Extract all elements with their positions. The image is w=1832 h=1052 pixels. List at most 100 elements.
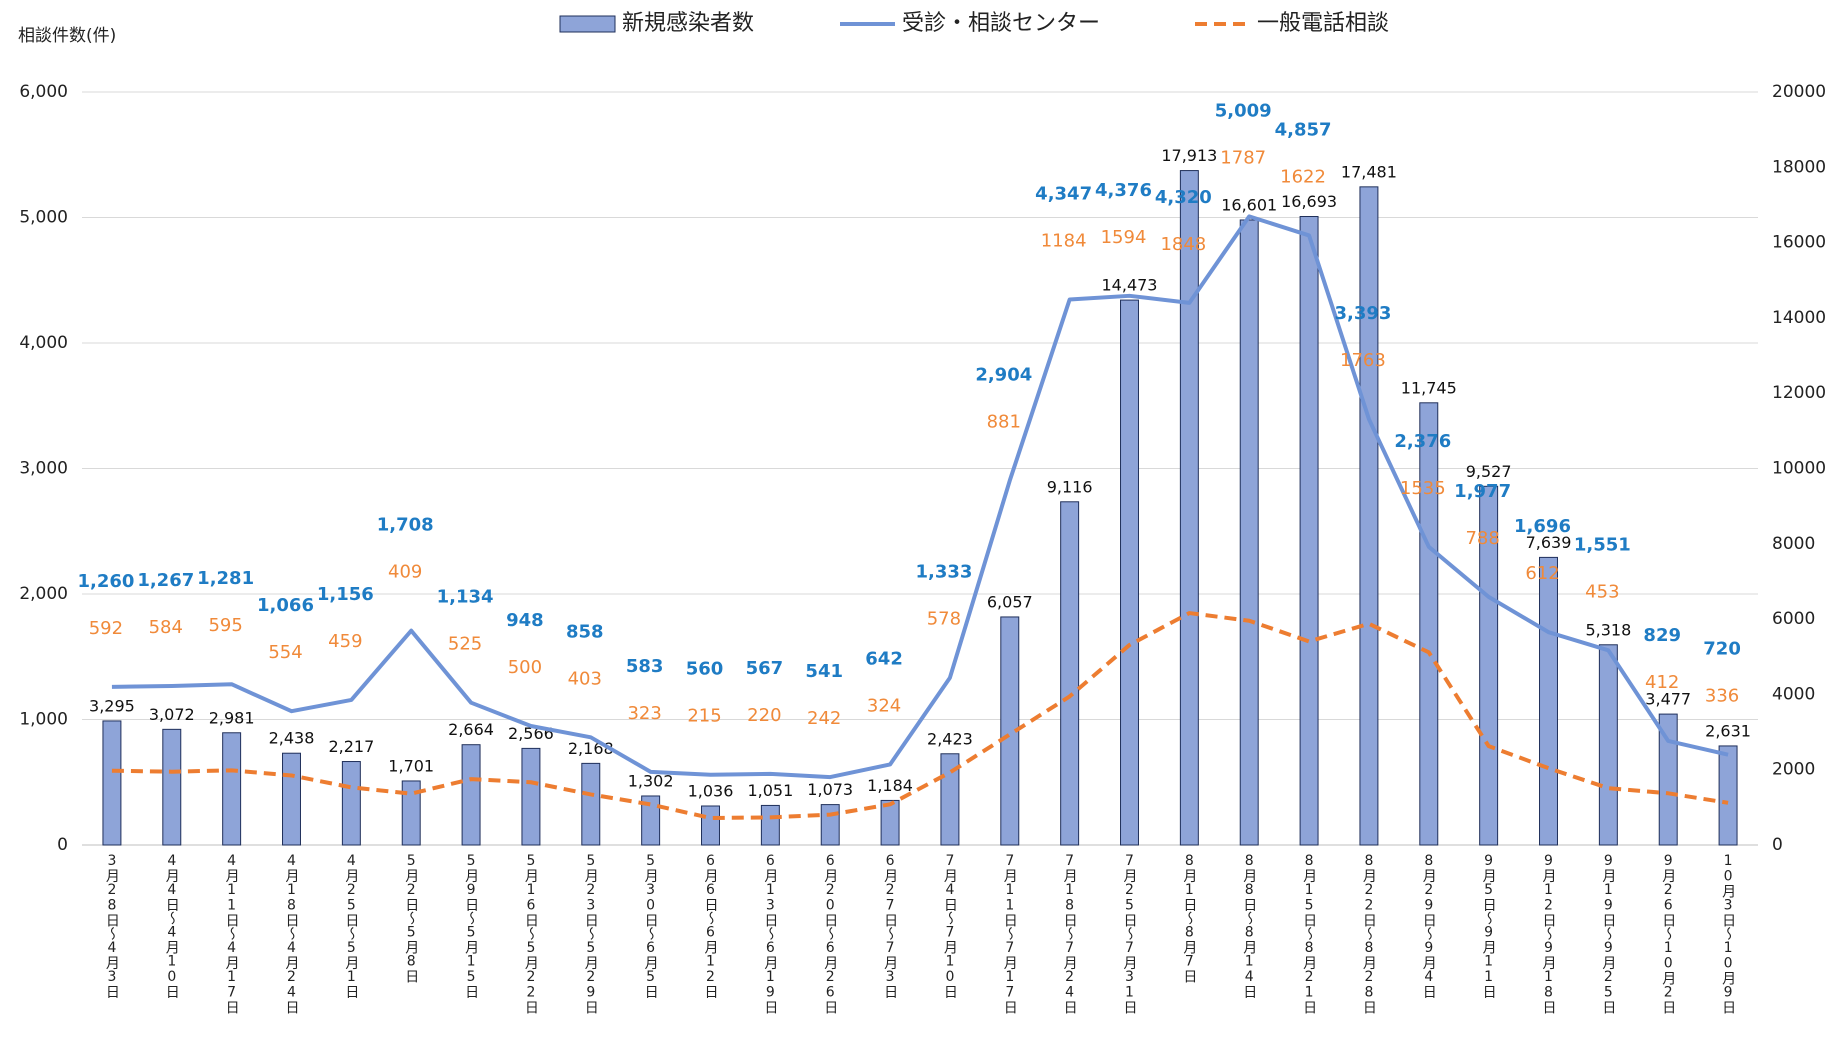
- line-value-label: 642: [865, 648, 903, 669]
- line-value-label: 1,066: [257, 595, 314, 616]
- bar: [1658, 713, 1678, 846]
- line-value-label: 4,347: [1035, 183, 1092, 204]
- x-tick-label: 5月23日～5月29日: [583, 853, 599, 1014]
- line-value-label: 525: [448, 634, 482, 655]
- y-tick-label: 5,000: [19, 208, 68, 228]
- line-value-label: 592: [89, 618, 123, 639]
- y-axis-label: 相談件数(件): [18, 26, 116, 46]
- bar-value-label: 1,701: [388, 756, 434, 775]
- x-tick-label: 5月30日～6月5日: [643, 853, 659, 999]
- line-value-label: 1184: [1041, 230, 1087, 251]
- bar-value-label: 3,295: [89, 696, 135, 715]
- line-value-label: 881: [987, 412, 1021, 433]
- y-tick-label: 3,000: [19, 459, 68, 479]
- bar: [1479, 485, 1499, 846]
- line-value-label: 583: [626, 656, 664, 677]
- line-value-label: 567: [746, 658, 784, 679]
- x-tick-label: 8月8日～8月14日: [1241, 853, 1257, 999]
- x-tick-label: 8月22日～8月28日: [1361, 853, 1377, 1014]
- line-value-label: 541: [805, 661, 843, 682]
- bar: [102, 720, 122, 846]
- legend-label: 受診・相談センター: [902, 11, 1100, 36]
- line-value-label: 595: [208, 615, 242, 636]
- line-value-label: 578: [927, 609, 961, 630]
- y2-tick-label: 6000: [1772, 609, 1815, 629]
- bar: [1598, 644, 1618, 846]
- bar: [341, 761, 361, 846]
- x-tick-label: 4月18日～4月24日: [284, 853, 300, 1014]
- x-tick-label: 5月16日～5月22日: [523, 853, 539, 1014]
- line-value-label: 1,281: [197, 568, 254, 589]
- bar: [1419, 402, 1439, 846]
- bar: [1718, 745, 1738, 846]
- x-tick-label: 5月9日～5月15日: [463, 853, 479, 999]
- line: [111, 611, 1729, 821]
- line-value-label: 4,320: [1155, 187, 1212, 208]
- legend-label: 一般電話相談: [1257, 11, 1389, 36]
- line-value-label: 948: [506, 610, 544, 631]
- bar-value-label: 16,601: [1221, 195, 1277, 214]
- x-tick-label: 6月20日～6月26日: [822, 853, 838, 1014]
- bar: [1299, 216, 1319, 846]
- bar-value-label: 14,473: [1102, 276, 1158, 295]
- bar: [581, 762, 601, 846]
- bar: [1539, 556, 1558, 846]
- bar-value-label: 9,527: [1466, 462, 1512, 481]
- line-value-label: 554: [268, 642, 302, 663]
- x-tick-label: 7月18日～7月24日: [1062, 853, 1078, 1014]
- x-tick-label: 6月27日～7月3日: [882, 853, 898, 999]
- bar-value-label: 1,302: [628, 771, 674, 790]
- line-value-label: 1622: [1280, 166, 1326, 187]
- line-value-label: 1,708: [377, 515, 434, 536]
- y2-tick-label: 10000: [1772, 459, 1826, 479]
- line-value-label: 459: [328, 631, 362, 652]
- line-value-label: 788: [1465, 528, 1499, 549]
- line: [111, 214, 1729, 780]
- y2-tick-label: 16000: [1772, 233, 1826, 253]
- x-tick-label: 8月29日～9月4日: [1421, 853, 1437, 999]
- bar: [641, 795, 661, 846]
- line-value-label: 1,333: [915, 562, 972, 583]
- bar: [1179, 170, 1199, 846]
- bar-value-label: 11,745: [1401, 378, 1457, 397]
- y-tick-label: 0: [57, 835, 68, 855]
- line-value-label: 2,376: [1394, 431, 1451, 452]
- bar-value-label: 5,318: [1585, 620, 1631, 639]
- line-value-label: 584: [149, 617, 183, 638]
- bar-value-label: 1,184: [867, 776, 913, 795]
- x-tick-label: 4月25日～5月1日: [343, 853, 359, 999]
- line-value-label: 323: [627, 703, 661, 724]
- y-tick-label: 4,000: [19, 333, 68, 353]
- y2-tick-label: 18000: [1772, 157, 1826, 177]
- x-tick-label: 3月28日～4月3日: [104, 853, 120, 999]
- bar: [1359, 186, 1379, 846]
- y2-tick-label: 0: [1772, 835, 1783, 855]
- line-value-label: 409: [388, 562, 422, 583]
- line-value-label: 1,267: [137, 570, 194, 591]
- x-tick-label: 6月13日～6月19日: [762, 853, 778, 1014]
- bar-value-label: 3,072: [149, 705, 195, 724]
- y2-tick-label: 14000: [1772, 308, 1826, 328]
- bar-value-label: 1,051: [747, 781, 793, 800]
- line-value-label: 1,134: [437, 587, 494, 608]
- line-value-label: 1,260: [77, 571, 134, 592]
- bar-value-label: 2,981: [209, 708, 255, 727]
- x-tick-label: 7月25日～7月31日: [1122, 853, 1138, 1014]
- bar-value-label: 6,057: [987, 592, 1033, 611]
- x-tick-label: 9月26日～10月2日: [1660, 853, 1676, 1014]
- bar-value-label: 1,036: [688, 781, 734, 800]
- bar: [162, 728, 182, 846]
- line-value-label: 1,156: [317, 584, 374, 605]
- line-value-label: 1763: [1340, 350, 1386, 371]
- y2-tick-label: 2000: [1772, 760, 1815, 780]
- bar: [1239, 219, 1259, 846]
- bar: [282, 752, 301, 846]
- x-tick-label: 8月15日～8月21日: [1301, 853, 1317, 1014]
- y2-tick-label: 8000: [1772, 534, 1815, 554]
- line-value-label: 5,009: [1215, 100, 1272, 121]
- bar-value-label: 2,631: [1705, 721, 1751, 740]
- legend-label: 新規感染者数: [622, 11, 754, 36]
- bar-value-label: 3,477: [1645, 690, 1691, 709]
- line-value-label: 1,551: [1574, 534, 1631, 555]
